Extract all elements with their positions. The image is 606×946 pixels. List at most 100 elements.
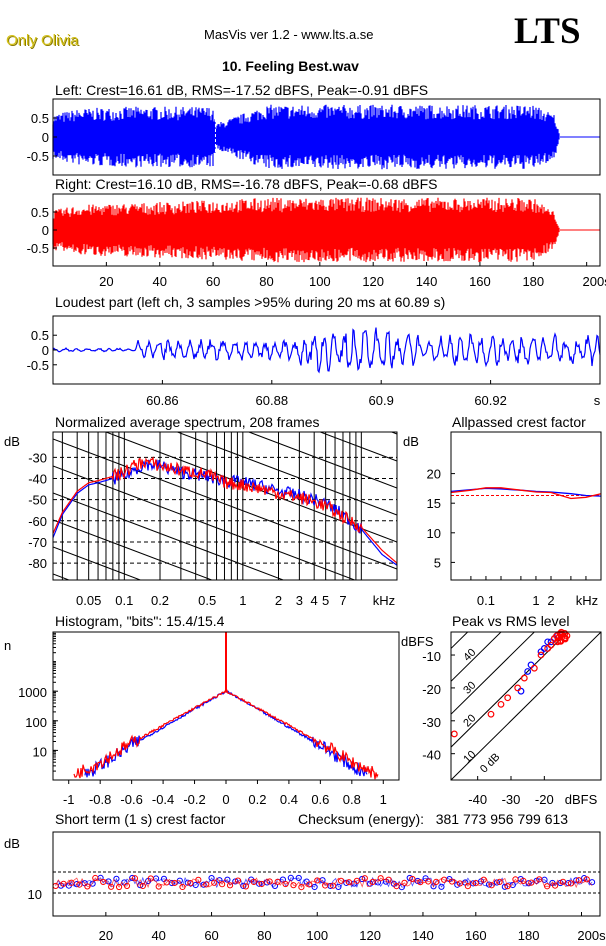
short-crest-point-right: [131, 875, 139, 882]
peak-rms-point-right: [497, 700, 505, 708]
short-crest-point-right: [314, 877, 321, 884]
peak-rms-frame: [450, 631, 602, 781]
allpassed-ytick-label: 10: [427, 526, 441, 541]
loudest-part-xtick-label: 60.88: [256, 393, 289, 408]
allpassed-ytick-label: 15: [427, 496, 441, 511]
waveform-right-ytick-label: -0.5: [27, 241, 49, 256]
spectrum-xtick-label: 5: [322, 593, 329, 608]
short-crest-point-left: [113, 875, 120, 882]
short-crest-ytick-label: 10: [28, 887, 42, 902]
short-crest-point-right: [68, 879, 75, 886]
short-crest-point-left: [438, 883, 445, 890]
short-crest-point-right: [76, 881, 83, 888]
short-crest-point-right: [393, 883, 400, 890]
short-crest-point-right: [377, 875, 384, 882]
spectrum-ytick-label: -40: [28, 472, 47, 487]
peak-rms-ytick-label: -10: [422, 649, 441, 664]
waveform-right-xtick-label: 80: [259, 274, 273, 289]
peak-rms-diagonals: [451, 632, 601, 780]
allpassed-ylabel: dB: [403, 434, 419, 449]
short-crest-point-right: [385, 876, 392, 883]
short-crest-point-right: [417, 879, 424, 886]
histogram-xtick-label: -0.2: [183, 792, 205, 807]
short-crest-point-right: [433, 878, 440, 885]
short-crest-point-left: [295, 874, 302, 882]
short-crest-point-right: [100, 878, 107, 886]
histogram-xtick-label: -0.6: [120, 792, 142, 807]
waveform-right-xtick-label: 140: [416, 274, 438, 289]
spectrum-slope: [318, 432, 397, 462]
short-crest-point-right: [456, 880, 464, 887]
peak-rms-ytick-label: -30: [422, 715, 441, 730]
waveform-left-ytick-label: 0.5: [31, 111, 49, 126]
spectrum-ylabel: dB: [4, 434, 20, 449]
spectrum-slope: [53, 519, 214, 580]
short-crest-point-right: [536, 876, 543, 883]
chart-title-right: Right: Crest=16.10 dB, RMS=-16.78 dBFS, …: [55, 176, 438, 192]
spectrum-ytick-label: -50: [28, 493, 47, 508]
spectrum-slope: [390, 432, 397, 435]
peak-rms-ytick-label: -20: [422, 682, 441, 697]
allpassed-xtick-label: 1: [532, 593, 539, 608]
peak-rms-diagonal-label: 20: [461, 712, 478, 729]
waveform-right-xtick-label: 100: [309, 274, 331, 289]
short-crest-point-right: [583, 876, 590, 883]
short-crest-xtick-label: 200s: [577, 928, 606, 943]
spectrum-slope: [175, 432, 397, 516]
short-crest-point-right: [401, 879, 408, 886]
chart-title-spectrum: Normalized average spectrum, 208 frames: [55, 414, 320, 430]
peak-rms-point-right: [487, 710, 495, 718]
peak-rms-point-right: [504, 694, 512, 702]
waveform-right-ytick-label: 0: [42, 223, 49, 238]
histogram-ytick-label: 10: [33, 744, 47, 759]
peak-rms-diagonal: [451, 632, 536, 715]
short-crest-point-right: [575, 877, 582, 884]
peak-rms-point-right: [537, 651, 545, 659]
loudest-part-ytick-label: 0.5: [31, 328, 49, 343]
short-crest-line-right: [55, 876, 593, 889]
short-crest-point-right: [139, 882, 146, 890]
peak-rms-xtick-label: -40: [468, 792, 487, 807]
peak-rms-point-left: [524, 668, 532, 675]
peak-rms-diagonal: [451, 632, 601, 780]
peak-rms-ylabel: dBFS: [401, 634, 434, 649]
loudest-part-xtick-label: 60.86: [146, 393, 179, 408]
spectrum-right-line: [53, 456, 397, 564]
artist-label: Only Olivia: [6, 32, 79, 49]
short-crest-point-right: [282, 880, 289, 888]
histogram-ytick-label: 100: [25, 715, 47, 730]
short-crest-point-right: [345, 879, 353, 886]
short-crest-point-left: [208, 874, 215, 882]
allpassed-frame: [450, 431, 602, 581]
waveform-right-ytick-label: 0.5: [31, 205, 49, 220]
allpassed-ytick-label: 20: [427, 467, 441, 482]
short-crest-point-left: [493, 879, 501, 886]
spectrum-xtick-label: 2: [275, 593, 282, 608]
short-crest-point-right: [211, 879, 218, 886]
histogram-xtick-label: -0.8: [89, 792, 111, 807]
chart-title-peak-rms: Peak vs RMS level: [452, 613, 570, 629]
spectrum-ytick-label: -80: [28, 556, 47, 571]
short-crest-xtick-label: 80: [257, 928, 271, 943]
short-crest-ylabel: dB: [4, 836, 20, 851]
loudest-part-xunit: s: [594, 393, 601, 408]
short-crest-point-right: [147, 875, 154, 882]
short-crest-point-left: [311, 883, 318, 891]
waveform-right-signal: [52, 197, 560, 263]
spectrum-slope: [53, 438, 397, 570]
short-crest-point-right: [480, 876, 487, 883]
short-crest-point-right: [512, 876, 519, 883]
peak-rms-point-left: [540, 645, 548, 652]
spectrum-xtick-label: 3: [296, 593, 303, 608]
spectrum-slope: [247, 432, 397, 489]
spectrum-frame: [52, 431, 398, 581]
short-crest-point-right: [559, 878, 567, 885]
loudest-part-xtick-label: 60.9: [369, 393, 394, 408]
waveform-right-xtick-label: 40: [152, 274, 166, 289]
chart-title-loudest: Loudest part (left ch, 3 samples >95% du…: [55, 294, 446, 310]
spectrum-xtick-label: 4: [311, 593, 318, 608]
spectrum-slope: [53, 492, 285, 580]
peak-rms-diagonal-label: 0 dB: [478, 751, 502, 775]
short-crest-point-right: [488, 882, 495, 889]
peak-rms-point-right: [547, 641, 555, 649]
